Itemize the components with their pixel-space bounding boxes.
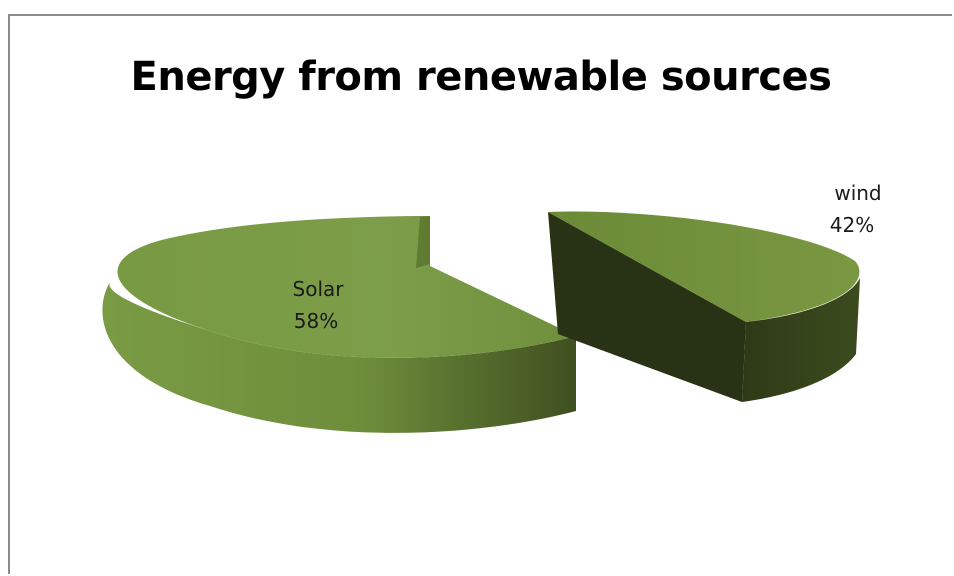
data-label-solar-value: 58% — [294, 309, 338, 333]
data-label-solar-name: Solar — [293, 277, 345, 301]
data-label-wind-value: 42% — [830, 213, 874, 237]
pie-chart: Solar 58% wind 42% — [10, 16, 954, 576]
slice-wind[interactable] — [548, 212, 860, 402]
chart-area: Energy from renewable sources — [8, 14, 952, 574]
data-label-wind-name: wind — [834, 181, 881, 205]
slice-solar[interactable] — [102, 216, 576, 433]
